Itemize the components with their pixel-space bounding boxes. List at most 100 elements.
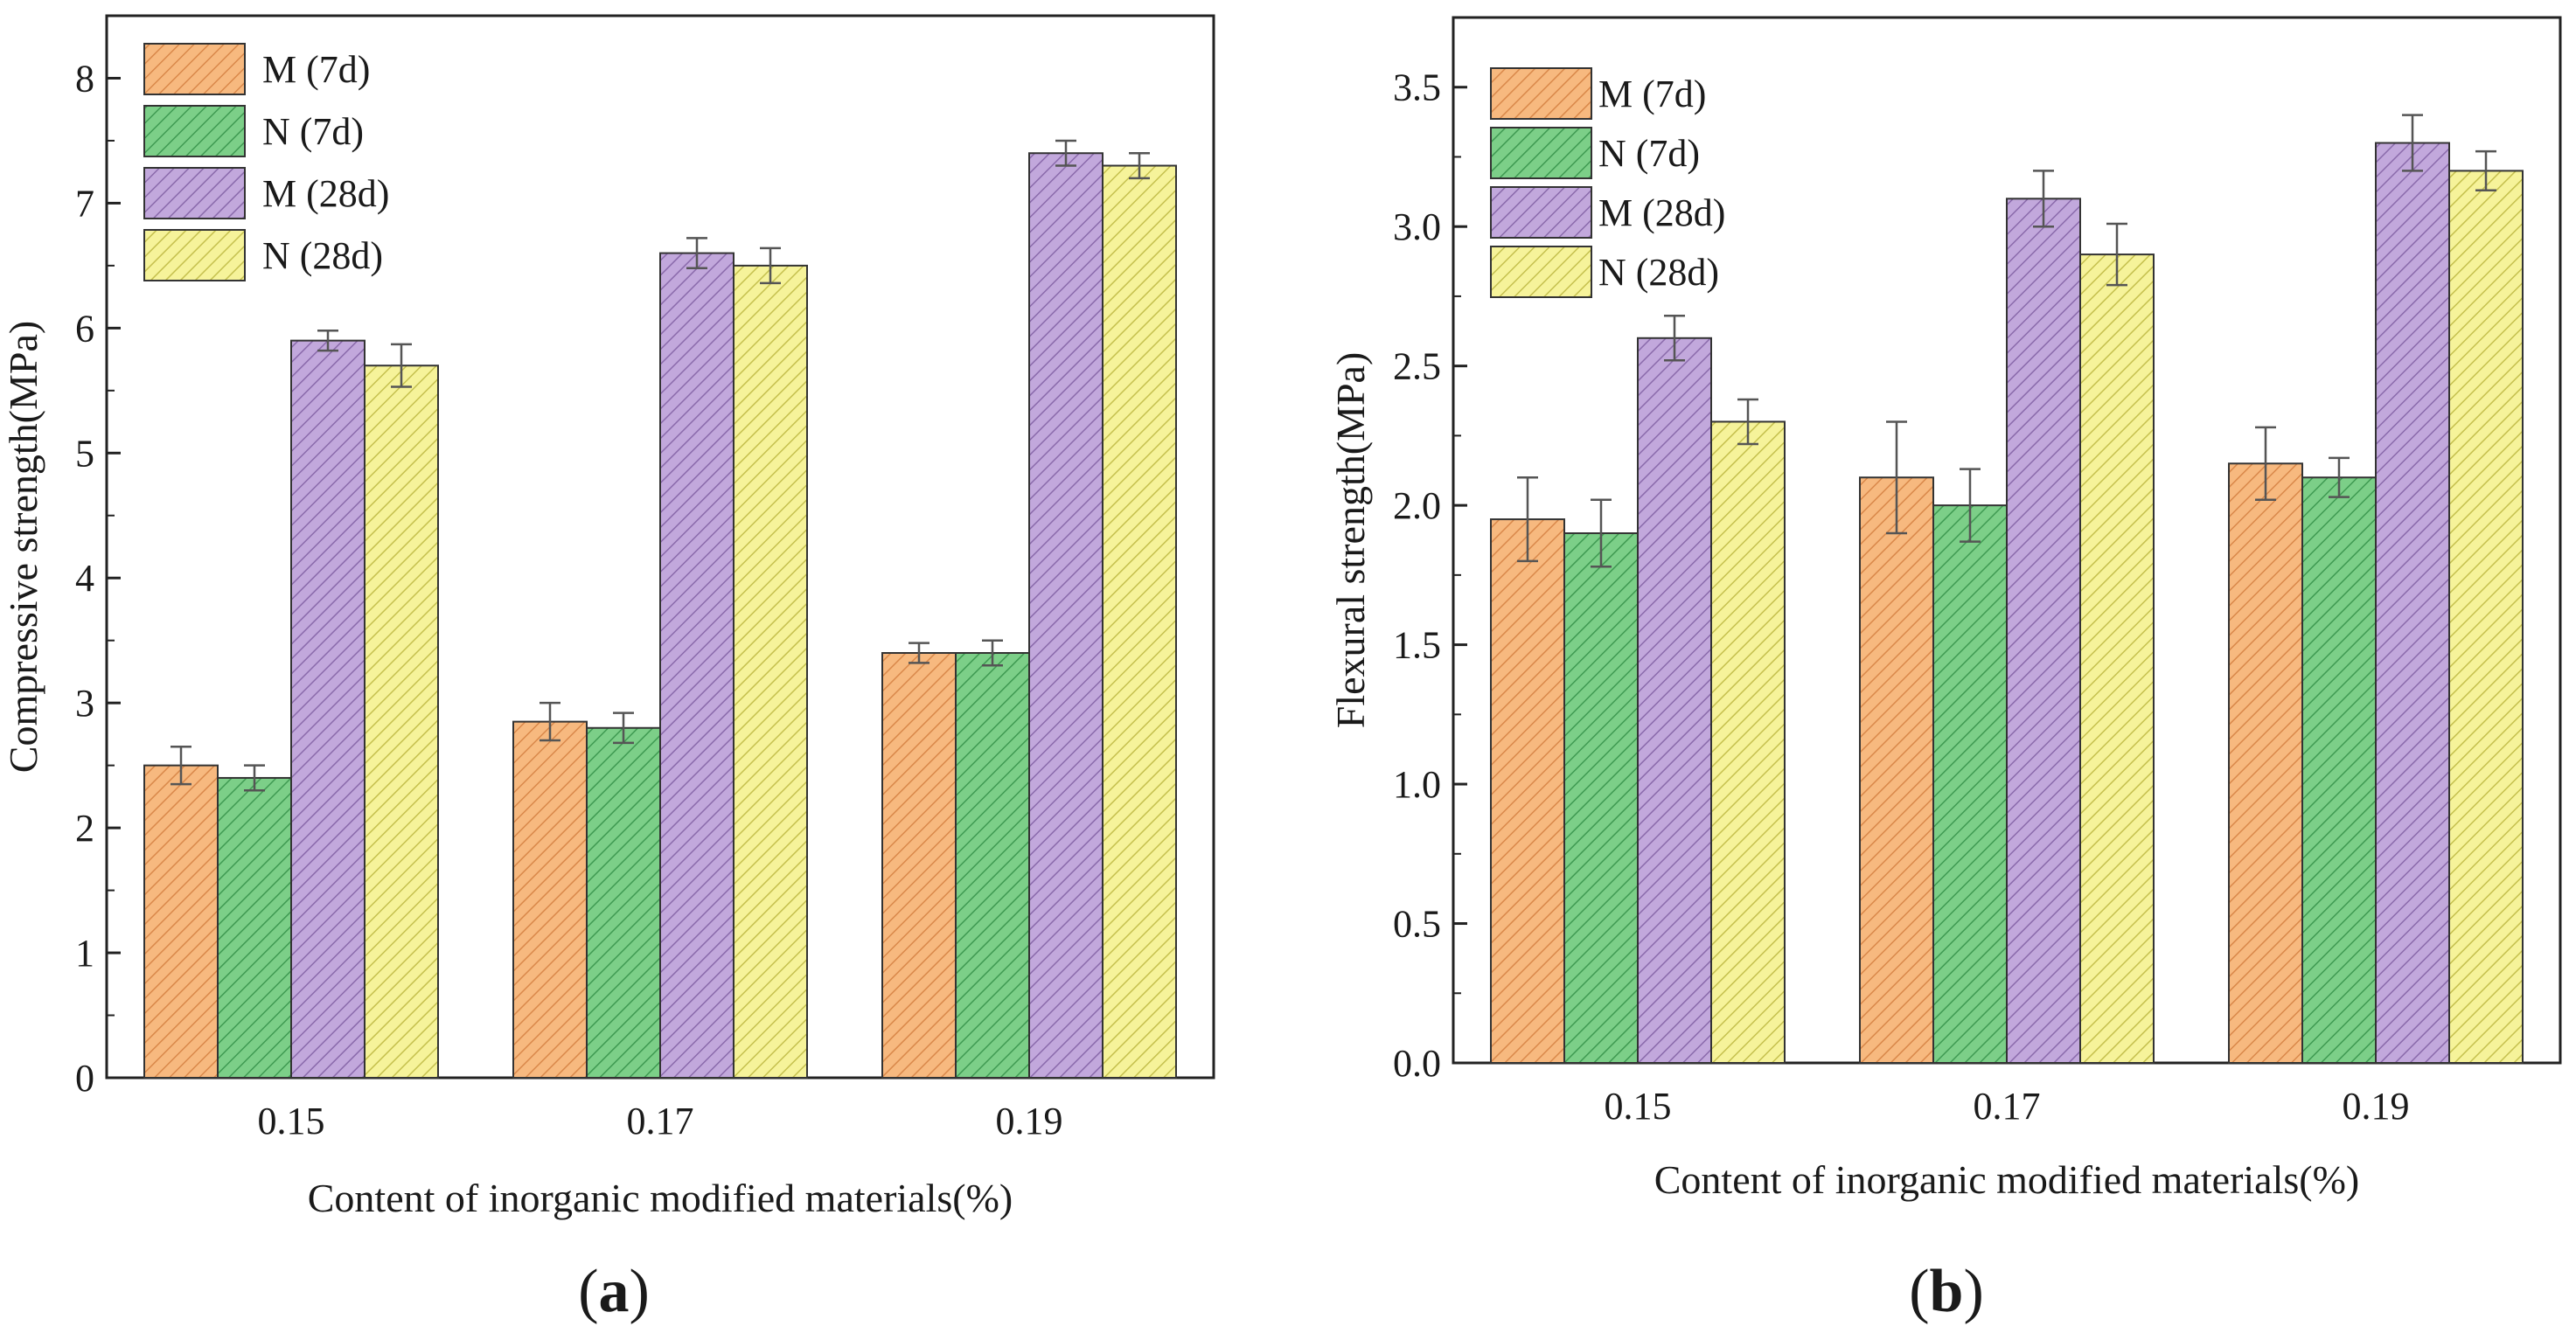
error-bar [686, 237, 707, 269]
bar-group [143, 152, 1177, 1080]
bar [955, 652, 1030, 1079]
error-bar [1960, 468, 1981, 543]
error-bar-group [1517, 114, 2496, 568]
bar [733, 264, 808, 1080]
y-tick-label: 3.5 [1393, 66, 1441, 109]
x-tick-label: 0.19 [996, 1100, 1063, 1142]
bar [2006, 198, 2081, 1065]
y-tick-label: 2.5 [1393, 345, 1441, 388]
bar [2228, 462, 2303, 1064]
y-tick-label: 0.5 [1393, 903, 1441, 946]
error-bar [613, 712, 634, 745]
bar [1102, 164, 1177, 1079]
bar [1637, 337, 1712, 1065]
bar [1710, 420, 1786, 1065]
legend-label: N (28d) [262, 234, 383, 277]
bar [143, 764, 219, 1079]
error-bar [2033, 170, 2054, 228]
error-bar [1664, 315, 1685, 362]
bar [2301, 476, 2377, 1064]
y-tick-label: 4 [75, 557, 94, 600]
error-bar [2402, 114, 2423, 172]
y-axis-title: Flexural strength(MPa) [1328, 352, 1373, 729]
legend-swatch [143, 43, 246, 95]
bar [2448, 170, 2524, 1064]
legend-swatch [1490, 67, 1592, 120]
y-tick-label: 0 [75, 1057, 94, 1100]
error-bar [2106, 222, 2127, 287]
x-tick-label: 0.17 [627, 1100, 694, 1142]
error-bar [1591, 498, 1612, 568]
y-axis: 0.0 0.5 1.0 1.5 2.0 2.5 3.0 3.5 [1393, 66, 1467, 1085]
legend: M (7d) N (7d) M (28d) N (28d) [143, 43, 389, 281]
error-bar [1517, 476, 1538, 563]
error-bar [317, 329, 338, 352]
legend-label: N (7d) [1598, 132, 1700, 175]
error-bar [982, 639, 1003, 667]
bar-group [1490, 142, 2524, 1065]
y-axis-title: Compressive strength(MPa) [1, 321, 45, 773]
y-tick-label: 6 [75, 307, 94, 350]
error-bar [1129, 151, 1150, 180]
y-tick-label: 1.0 [1393, 763, 1441, 806]
legend-swatch [1490, 127, 1592, 179]
y-axis: 0 1 2 3 4 5 6 7 8 [75, 57, 121, 1100]
x-tick-label: 0.17 [1974, 1085, 2041, 1128]
y-tick-label: 2 [75, 807, 94, 850]
bar [1028, 152, 1104, 1079]
bar [586, 726, 661, 1079]
error-bar [909, 642, 929, 664]
error-bar [2475, 149, 2496, 191]
y-tick-label: 3 [75, 682, 94, 725]
panel-label: (b) [1909, 1258, 1984, 1325]
error-bar [1886, 420, 1907, 535]
bar [290, 339, 366, 1080]
error-bar [391, 343, 412, 388]
bar [512, 720, 588, 1080]
x-tick-label: 0.15 [1605, 1085, 1672, 1128]
panel-a-chart: 0 1 2 3 4 5 6 7 8 0.15 0.17 0.19 M (7d) N (7d) M (28… [1, 14, 1215, 1325]
error-bar [244, 764, 265, 792]
legend: M (7d) N (7d) M (28d) N (28d) [1490, 67, 1725, 298]
x-tick-label: 0.15 [258, 1100, 325, 1142]
y-tick-label: 1.5 [1393, 624, 1441, 667]
y-tick-label: 1 [75, 932, 94, 975]
error-bar [760, 246, 781, 285]
error-bar [2255, 426, 2276, 502]
y-tick-label: 7 [75, 182, 94, 225]
error-bar [2329, 456, 2350, 498]
error-bar-group [171, 139, 1150, 792]
panel-b-chart: 0.0 0.5 1.0 1.5 2.0 2.5 3.0 3.5 0.15 0.17 0.19 M … [1328, 16, 2562, 1325]
legend-swatch [143, 105, 246, 157]
bar [1563, 532, 1639, 1064]
legend-label: M (28d) [1598, 191, 1725, 234]
bar [364, 365, 439, 1079]
bar [1932, 504, 2008, 1064]
bar [217, 776, 292, 1079]
y-tick-label: 0.0 [1393, 1042, 1441, 1085]
bar [659, 252, 735, 1079]
bar [881, 652, 957, 1079]
legend-swatch [143, 229, 246, 281]
x-tick-label: 0.19 [2343, 1085, 2410, 1128]
legend-label: M (7d) [1598, 73, 1706, 115]
x-axis: 0.15 0.17 0.19 [1605, 1049, 2410, 1128]
x-axis-title: Content of inorganic modified materials(… [308, 1176, 1013, 1220]
y-tick-label: 2.0 [1393, 484, 1441, 527]
legend-label: N (28d) [1598, 251, 1719, 294]
bar [2079, 253, 2155, 1064]
error-bar [171, 745, 191, 786]
bar [1859, 476, 1934, 1064]
y-tick-label: 5 [75, 432, 94, 475]
bar [2375, 142, 2450, 1064]
x-axis-title: Content of inorganic modified materials(… [1654, 1157, 2359, 1202]
legend-label: M (28d) [262, 172, 389, 215]
legend-swatch [1490, 186, 1592, 239]
legend-label: M (7d) [262, 48, 370, 91]
legend-label: N (7d) [262, 110, 364, 153]
error-bar [1737, 398, 1758, 446]
panel-label: (a) [578, 1258, 650, 1325]
error-bar [1055, 139, 1076, 167]
y-tick-label: 3.0 [1393, 205, 1441, 248]
